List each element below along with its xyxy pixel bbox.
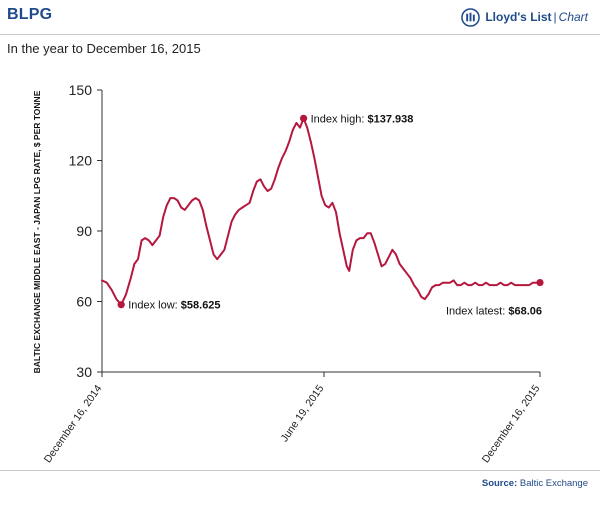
y-tick-label: 90 xyxy=(76,223,92,239)
line-chart: 150 120 90 60 30 December 16, 2014 June 19, 20… xyxy=(42,82,544,465)
annotation-label-high: Index high: $137.938 xyxy=(311,113,414,125)
top-divider xyxy=(0,34,600,35)
annotation-label-text: Index latest: xyxy=(446,306,508,318)
source-text: Baltic Exchange xyxy=(519,478,588,489)
annotation-label-text: Index high: xyxy=(311,113,368,125)
series-line xyxy=(101,117,541,306)
source-note: Source: Baltic Exchange xyxy=(482,478,588,489)
tick-labels: 150 120 90 60 30 December 16, 2014 June 19, 20… xyxy=(42,82,543,465)
page-title: BLPG xyxy=(7,6,53,23)
title-bar: BLPG Lloyd's List | Chart xyxy=(0,0,600,34)
annotation-point-high xyxy=(300,114,308,122)
x-tick-label: June 19, 2015 xyxy=(278,383,326,445)
annotation-value-text: $58.625 xyxy=(181,300,221,312)
brand-kind: Chart xyxy=(558,10,588,24)
chart-subtitle: In the year to December 16, 2015 xyxy=(7,41,201,56)
annotation-value-text: $68.06 xyxy=(508,306,542,318)
y-tick-label: 60 xyxy=(76,294,92,310)
x-tick-label: December 16, 2015 xyxy=(480,383,543,466)
brand: Lloyd's List | Chart xyxy=(461,6,588,28)
bottom-divider xyxy=(0,470,600,471)
y-tick-label: 120 xyxy=(69,153,93,169)
brand-name: Lloyd's List xyxy=(485,10,552,24)
x-tick-label: December 16, 2014 xyxy=(42,383,105,466)
annotation-point-latest xyxy=(536,278,544,287)
annotation-value-text: $137.938 xyxy=(367,113,413,125)
lloyds-list-logo-icon xyxy=(461,7,481,27)
series-lines xyxy=(101,117,541,306)
y-tick-label: 150 xyxy=(69,82,93,98)
y-tick-label: 30 xyxy=(76,364,92,380)
annotation-point-low xyxy=(117,301,125,309)
annotation-label-low: Index low: $58.625 xyxy=(128,300,220,312)
brand-separator: | xyxy=(553,10,557,24)
annotation-label-latest: Index latest: $68.06 xyxy=(446,306,542,318)
annotation-label-text: Index low: xyxy=(128,300,181,312)
axes xyxy=(97,89,541,377)
source-label: Source: xyxy=(481,478,518,489)
